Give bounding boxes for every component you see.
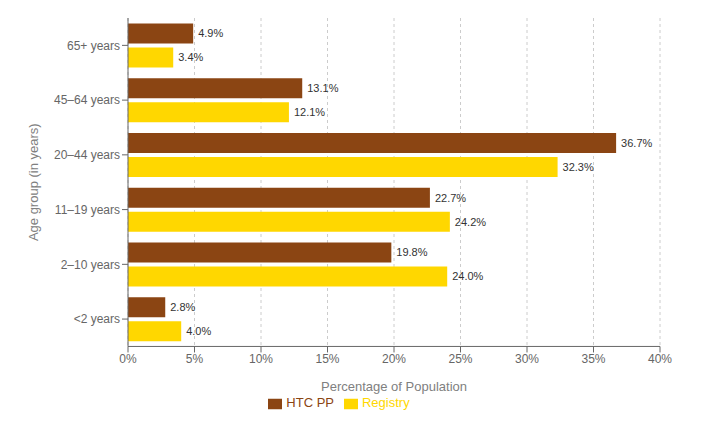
svg-text:32.3%: 32.3% [563, 161, 594, 173]
html-text:Registry: Registry [362, 395, 410, 411]
svg-text:25%: 25% [448, 352, 472, 366]
svg-text:15%: 15% [315, 352, 339, 366]
svg-text:Percentage of Population: Percentage of Population [321, 379, 467, 394]
svg-text:0%: 0% [119, 352, 137, 366]
svg-text:13.1%: 13.1% [307, 82, 338, 94]
svg-text:10%: 10% [249, 352, 273, 366]
svg-text:20%: 20% [382, 352, 406, 366]
svg-text:3.4%: 3.4% [178, 51, 203, 63]
svg-text:12.1%: 12.1% [294, 106, 325, 118]
svg-text:40%: 40% [648, 352, 672, 366]
svg-text:65+ years: 65+ years [67, 39, 120, 53]
svg-text:19.8%: 19.8% [396, 246, 427, 258]
svg-text:22.7%: 22.7% [435, 192, 466, 204]
svg-text:2–10 years: 2–10 years [61, 258, 120, 272]
svg-text:4.0%: 4.0% [186, 325, 211, 337]
svg-text:45–64 years: 45–64 years [54, 93, 120, 107]
svg-text:35%: 35% [581, 352, 605, 366]
svg-text:30%: 30% [515, 352, 539, 366]
svg-text:<2 years: <2 years [74, 312, 120, 326]
svg-text:5%: 5% [186, 352, 204, 366]
svg-text:24.2%: 24.2% [455, 216, 486, 228]
html-text:HTC PP: HTC PP [286, 395, 334, 411]
svg-text:Age group (in years): Age group (in years) [26, 123, 41, 241]
svg-text:36.7%: 36.7% [621, 137, 652, 149]
svg-text:20–44 years: 20–44 years [54, 148, 120, 162]
svg-text:4.9%: 4.9% [198, 27, 223, 39]
svg-text:2.8%: 2.8% [170, 301, 195, 313]
svg-text:24.0%: 24.0% [452, 270, 483, 282]
svg-text:11–19 years: 11–19 years [55, 203, 120, 217]
